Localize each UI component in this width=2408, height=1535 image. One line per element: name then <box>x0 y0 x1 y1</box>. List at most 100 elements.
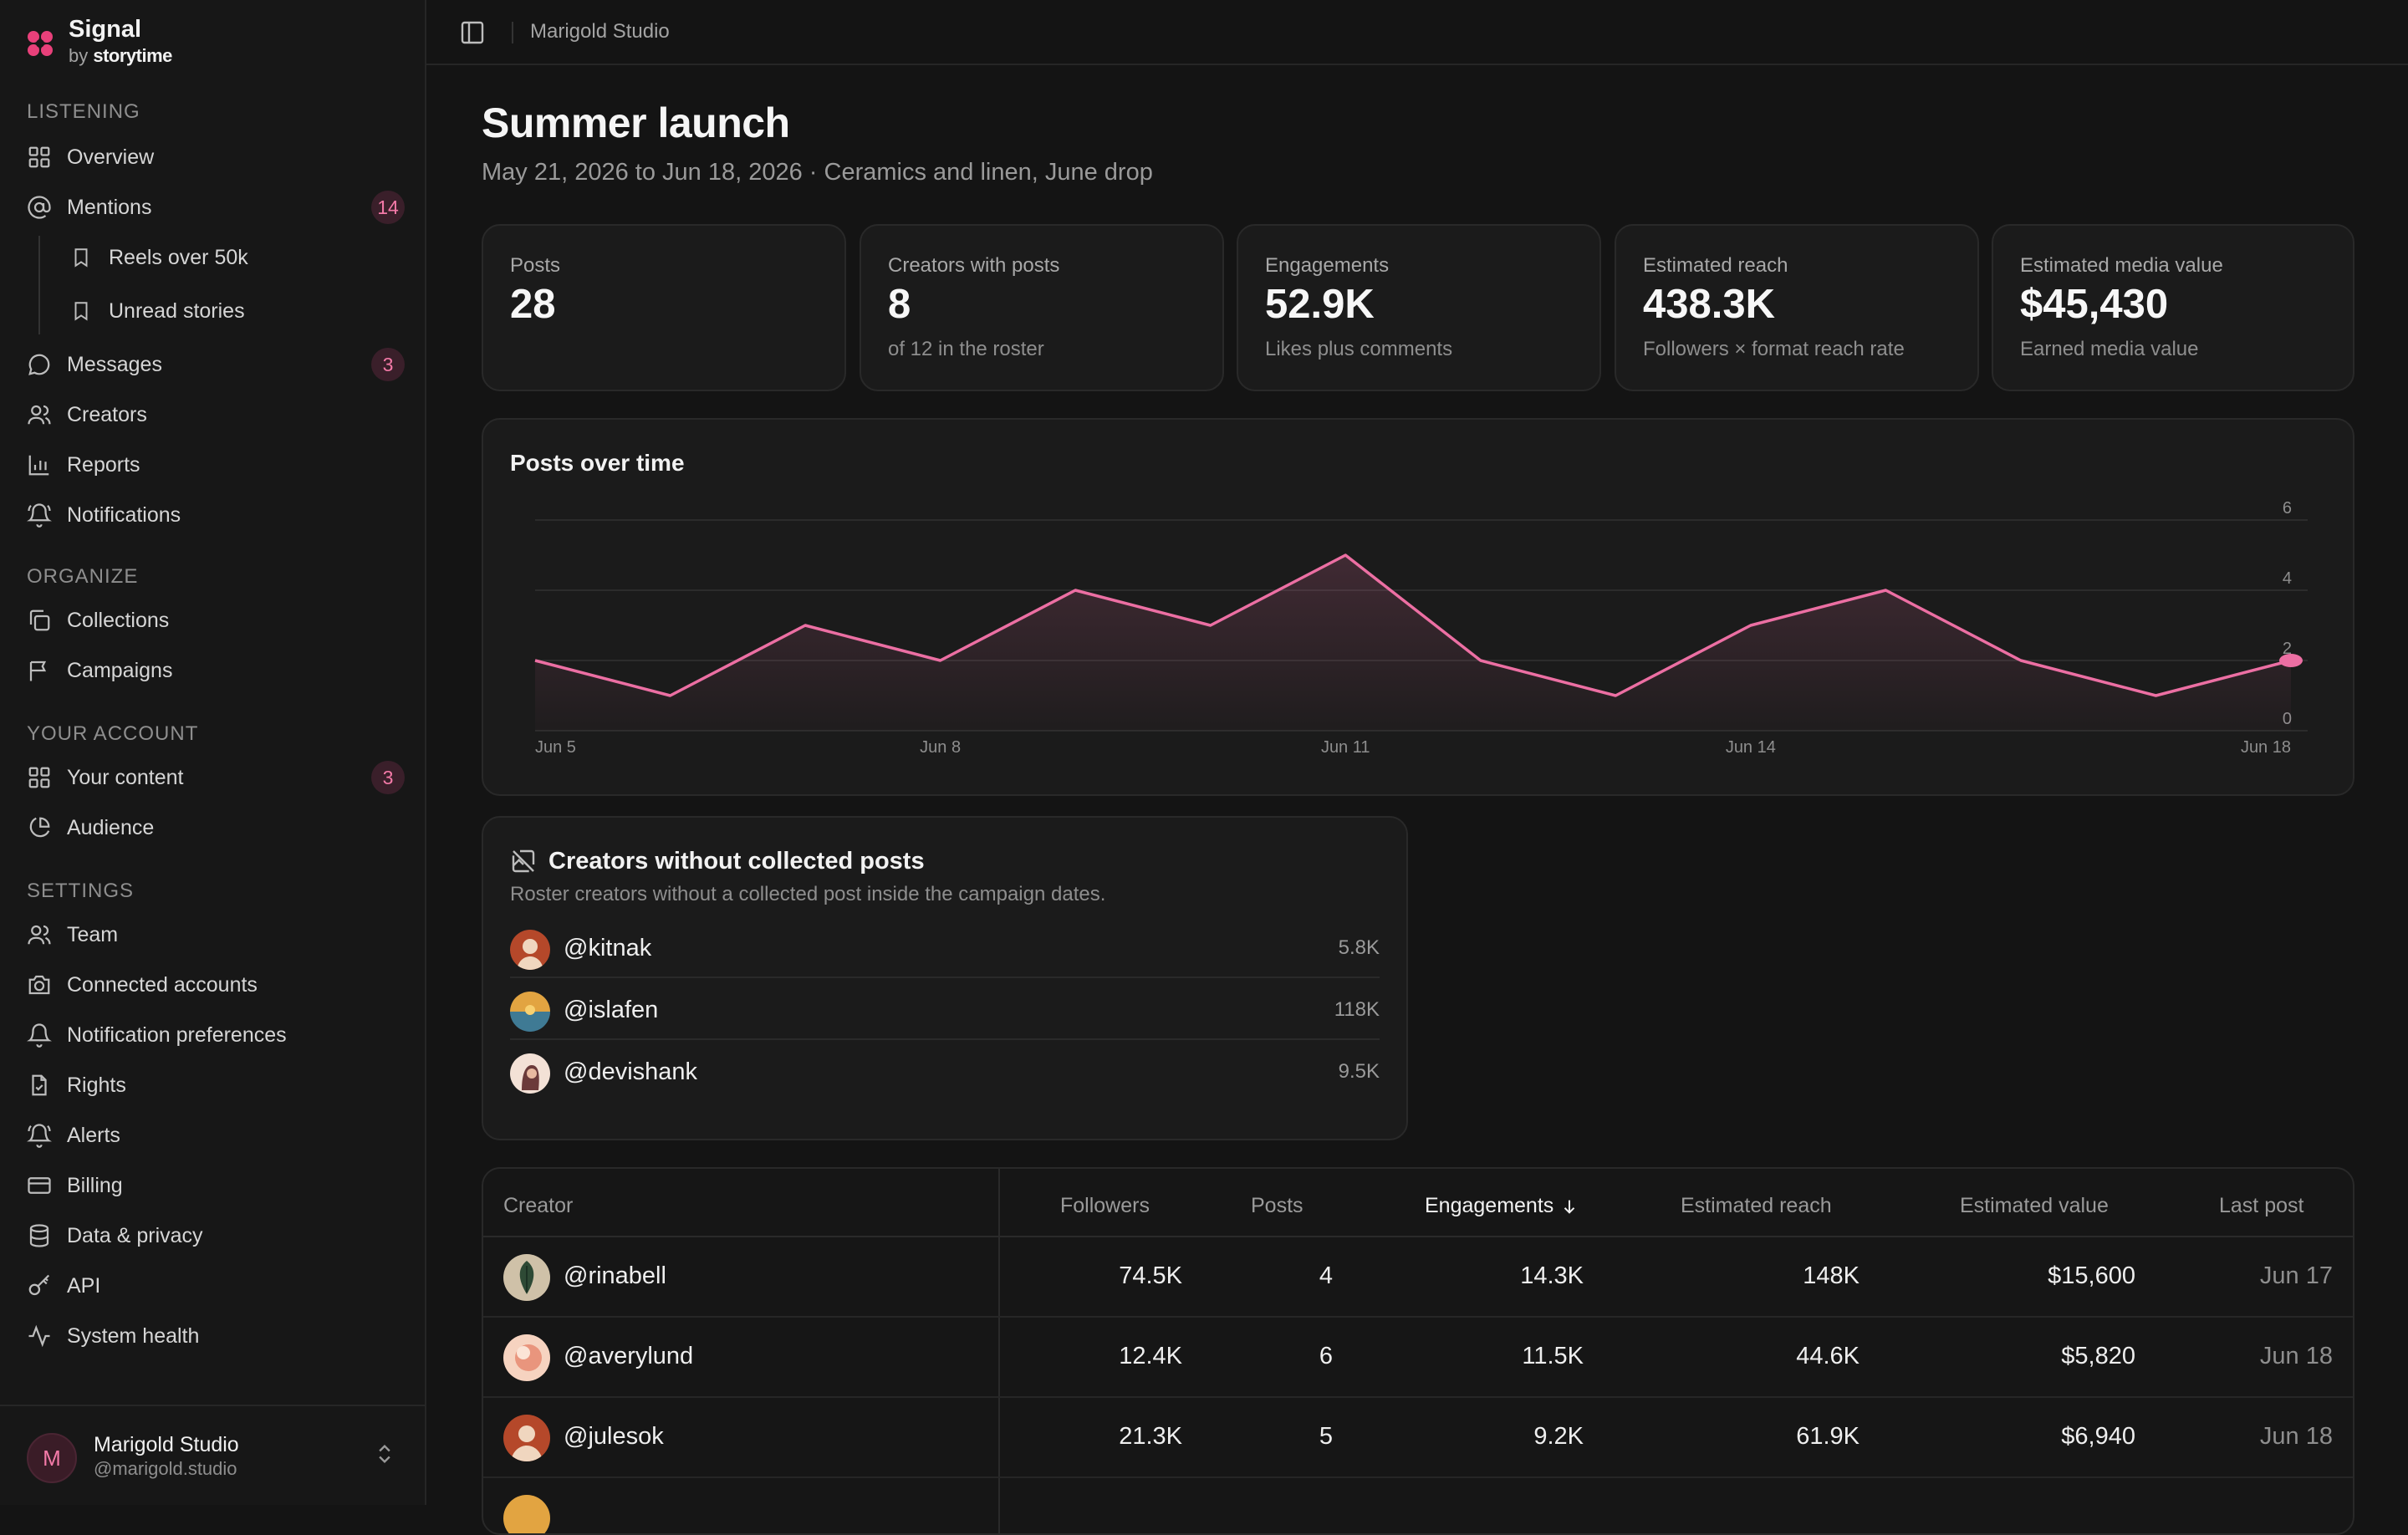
sidebar-item-api[interactable]: API <box>25 1264 410 1308</box>
column-header-last-post[interactable]: Last post <box>2219 1194 2304 1217</box>
panel-left-icon <box>461 21 484 44</box>
stat-value: 438.3K <box>1643 282 1776 327</box>
sidebar-toggle-button[interactable] <box>458 18 487 47</box>
topbar: Marigold Studio <box>426 0 2408 65</box>
creator-handle: @islafen <box>564 997 659 1023</box>
stat-card-creators-with-posts: Creators with posts 8 of 12 in the roste… <box>860 224 1224 391</box>
column-header-estimated-reach[interactable]: Estimated reach <box>1681 1194 1832 1217</box>
table-row[interactable]: @rinabell 74.5K 4 14.3K 148K $15,600 Jun… <box>483 1237 2353 1318</box>
account-switcher[interactable]: M Marigold Studio @marigold.studio <box>0 1405 426 1505</box>
sidebar-item-connected-accounts[interactable]: Connected accounts <box>25 963 410 1007</box>
creator-handle: @julesok <box>564 1423 664 1450</box>
section-your-account: YOUR ACCOUNT <box>27 722 199 745</box>
y-tick-label: 2 <box>2283 640 2292 658</box>
creator-handle: @averylund <box>564 1343 694 1369</box>
list-item[interactable]: @devishank 9.5K <box>510 1040 1380 1102</box>
creator-handle: @kitnak <box>564 935 652 961</box>
sidebar-item-messages[interactable]: Messages 3 <box>25 343 410 386</box>
data-point <box>1613 693 1618 698</box>
bar-chart-icon <box>25 451 54 479</box>
table-row[interactable]: @averylund 12.4K 6 11.5K 44.6K $5,820 Ju… <box>483 1318 2353 1398</box>
stat-label: Estimated reach <box>1643 254 1788 277</box>
sidebar-item-reports[interactable]: Reports <box>25 443 410 487</box>
column-header-engagements[interactable]: Engagements <box>1425 1194 1579 1218</box>
sidebar-item-notification-preferences[interactable]: Notification preferences <box>25 1013 410 1057</box>
stat-value: 8 <box>888 282 911 327</box>
list-item[interactable]: @kitnak 5.8K <box>510 916 1380 978</box>
list-item[interactable]: @islafen 118K <box>510 978 1380 1040</box>
brand-by-text: by <box>69 45 89 66</box>
column-divider <box>998 1169 1000 1533</box>
sidebar-item-label: Data & privacy <box>67 1223 203 1247</box>
brand[interactable]: Signal by storytime <box>25 15 172 69</box>
cell-last-post: Jun 18 <box>2259 1343 2333 1369</box>
flag-icon <box>25 656 54 685</box>
file-check-icon <box>25 1071 54 1099</box>
avatar <box>510 930 550 970</box>
sidebar-item-notifications[interactable]: Notifications <box>25 493 410 537</box>
page-title: Summer launch <box>482 99 790 146</box>
x-tick-label: Jun 8 <box>920 738 961 757</box>
database-icon <box>25 1221 54 1250</box>
sidebar-item-label: Unread stories <box>109 298 245 323</box>
sidebar-item-label: Billing <box>67 1173 123 1197</box>
message-circle-icon <box>25 350 54 379</box>
x-tick-label: Jun 14 <box>1726 738 1776 757</box>
sidebar-item-collections[interactable]: Collections <box>25 599 410 642</box>
data-point <box>1748 623 1753 628</box>
cell-followers: 74.5K <box>1119 1262 1182 1289</box>
table-row[interactable] <box>483 1478 2353 1533</box>
column-header-followers[interactable]: Followers <box>1060 1194 1150 1217</box>
creator-handle: @devishank <box>564 1058 698 1085</box>
stat-value: 28 <box>510 282 556 327</box>
sidebar-item-data-privacy[interactable]: Data & privacy <box>25 1214 410 1257</box>
submenu-guide-line <box>38 236 40 334</box>
stat-note: Followers × format reach rate <box>1643 338 1905 360</box>
stat-card-estimated-media-value: Estimated media value $45,430 Earned med… <box>1992 224 2354 391</box>
sidebar-item-rights[interactable]: Rights <box>25 1063 410 1107</box>
cell-posts: 4 <box>1319 1262 1333 1289</box>
sidebar-item-team[interactable]: Team <box>25 913 410 956</box>
sidebar-item-audience[interactable]: Audience <box>25 806 410 849</box>
users-icon <box>25 920 54 949</box>
sidebar-item-creators[interactable]: Creators <box>25 393 410 436</box>
data-point <box>1208 623 1213 628</box>
stat-label: Engagements <box>1265 254 1390 277</box>
brand-byline: by storytime <box>69 43 172 69</box>
brand-parent-name: storytime <box>93 45 172 66</box>
sidebar-item-campaigns[interactable]: Campaigns <box>25 649 410 692</box>
activity-icon <box>25 1322 54 1350</box>
account-avatar: M <box>27 1433 77 1483</box>
section-description: Roster creators without a collected post… <box>510 883 1106 905</box>
bookmark-icon <box>67 297 95 325</box>
x-tick-label: Jun 11 <box>1321 738 1370 757</box>
table-row[interactable]: @julesok 21.3K 5 9.2K 61.9K $6,940 Jun 1… <box>483 1398 2353 1478</box>
breadcrumb[interactable]: Marigold Studio <box>530 20 670 43</box>
sidebar-item-overview[interactable]: Overview <box>25 135 410 179</box>
creators-without-posts-card: Creators without collected posts Roster … <box>482 816 1408 1140</box>
sidebar-item-unread-stories[interactable]: Unread stories <box>67 289 410 333</box>
sidebar-item-label: Mentions <box>67 195 152 219</box>
brand-name: Signal <box>69 16 142 43</box>
column-header-posts[interactable]: Posts <box>1251 1194 1303 1217</box>
sidebar-item-mentions[interactable]: Mentions 14 <box>25 186 410 229</box>
column-header-estimated-value[interactable]: Estimated value <box>1960 1194 2109 1217</box>
account-handle: @marigold.studio <box>94 1458 237 1479</box>
column-header-creator[interactable]: Creator <box>503 1194 574 1217</box>
data-point <box>1073 588 1078 593</box>
sidebar-item-your-content[interactable]: Your content 3 <box>25 756 410 799</box>
sidebar-item-label: Connected accounts <box>67 972 258 997</box>
header-divider <box>483 1236 2353 1237</box>
data-point <box>533 658 538 663</box>
section-title: Creators without collected posts <box>548 848 925 875</box>
y-tick-label: 4 <box>2283 569 2292 588</box>
sidebar-item-alerts[interactable]: Alerts <box>25 1114 410 1157</box>
sidebar-item-system-health[interactable]: System health <box>25 1314 410 1358</box>
sidebar-item-label: Campaigns <box>67 658 173 682</box>
sidebar-item-reels-over-50k[interactable]: Reels over 50k <box>67 236 410 279</box>
sidebar-item-billing[interactable]: Billing <box>25 1164 410 1207</box>
sidebar-item-label: Notifications <box>67 502 181 527</box>
cell-engagements: 11.5K <box>1522 1343 1584 1369</box>
messages-count-badge: 3 <box>371 348 405 381</box>
